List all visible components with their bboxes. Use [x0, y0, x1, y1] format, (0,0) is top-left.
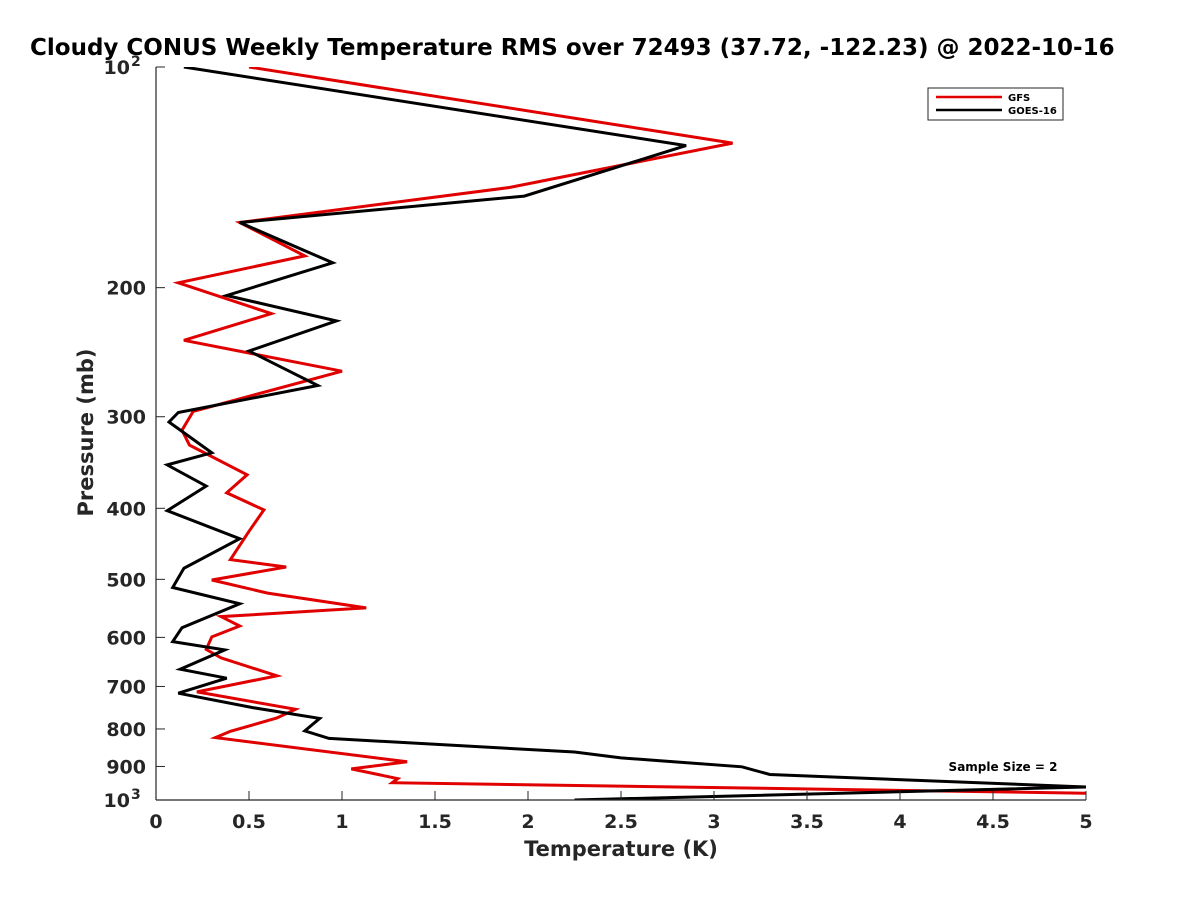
legend: GFS GOES-16: [927, 87, 1064, 121]
x-tick-label: 2.5: [604, 811, 638, 833]
x-tick-label: 1.5: [418, 811, 452, 833]
legend-label-gfs: GFS: [1008, 93, 1030, 104]
x-tick-label: 2: [521, 811, 534, 833]
y-tick-label: 10: [104, 790, 130, 812]
y-tick-exponent: 2: [131, 54, 141, 70]
legend-label-goes-16: GOES-16: [1008, 106, 1057, 117]
legend-box: [927, 87, 1064, 121]
y-tick-label: 800: [106, 719, 146, 741]
y-tick-exponent: 3: [131, 787, 141, 803]
x-tick-label: 0: [149, 811, 162, 833]
y-tick-label: 400: [106, 498, 146, 520]
chart-title: Cloudy CONUS Weekly Temperature RMS over…: [30, 35, 1115, 61]
y-tick-label: 900: [106, 756, 146, 778]
x-tick-label: 1: [335, 811, 348, 833]
x-tick-label: 3.5: [790, 811, 824, 833]
series-line-gfs: [172, 67, 1086, 795]
x-axis-label: Temperature (K): [524, 837, 718, 861]
series-line-goes-16: [163, 67, 1086, 800]
x-tick-label: 5: [1079, 811, 1092, 833]
axes-group: 0 0.5 1 1.5 2 2.5 3 3.5 4 4.5 510 22003004005006007…: [104, 54, 1093, 833]
y-tick-label: 600: [106, 627, 146, 649]
y-tick-label: 10: [104, 57, 130, 79]
x-tick-label: 4.5: [976, 811, 1010, 833]
y-tick-label: 200: [106, 278, 146, 300]
y-tick-label: 500: [106, 569, 146, 591]
sample-size-annotation: Sample Size = 2: [949, 760, 1058, 774]
x-tick-label: 3: [707, 811, 720, 833]
series-group: [163, 67, 1086, 800]
plot-area: [156, 67, 1086, 800]
x-tick-label: 4: [893, 811, 906, 833]
y-tick-label: 700: [106, 676, 146, 698]
y-tick-label: 300: [106, 407, 146, 429]
y-axis-label: Pressure (mb): [74, 349, 98, 517]
x-tick-label: 0.5: [232, 811, 266, 833]
